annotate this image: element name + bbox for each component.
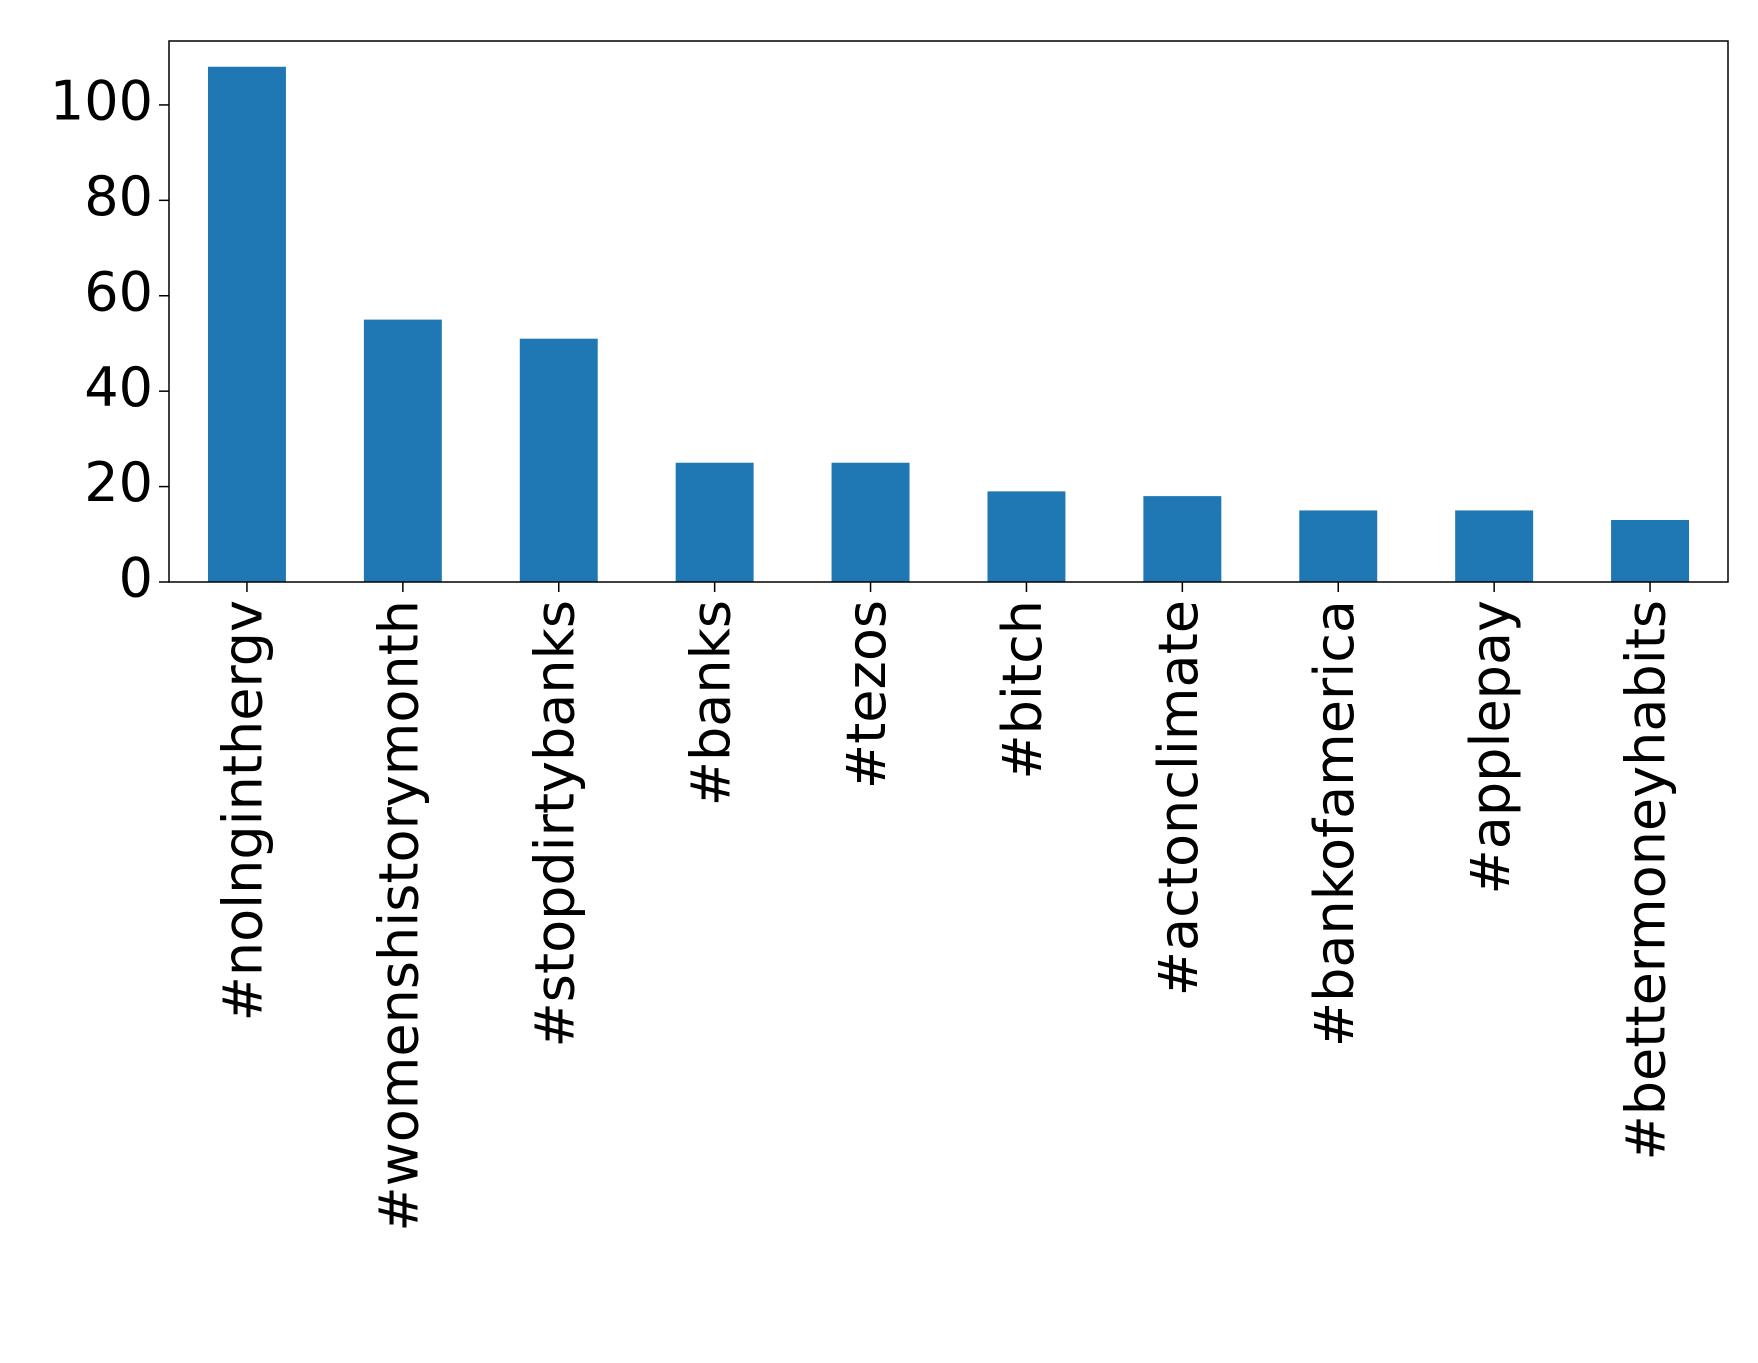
y-tick-label: 60 — [84, 260, 153, 323]
plot-frame — [168, 40, 1729, 583]
bar — [675, 462, 754, 582]
x-tick-label: #tezos — [835, 600, 898, 789]
y-tick-label: 0 — [119, 547, 153, 610]
bar — [207, 66, 286, 582]
bar — [519, 338, 598, 582]
y-tick-label: 100 — [50, 70, 153, 133]
bar — [1299, 510, 1378, 582]
y-tick-label: 20 — [84, 451, 153, 514]
bar — [363, 319, 442, 582]
bar — [1143, 496, 1222, 582]
x-tick-label: #stopdirtybanks — [523, 600, 586, 1047]
bar — [831, 462, 910, 582]
x-tick-label: #bitch — [991, 600, 1054, 780]
x-tick-label: #bankofamerica — [1303, 600, 1366, 1047]
x-tick-label: #banks — [679, 600, 742, 806]
bar — [1611, 519, 1690, 582]
x-tick-label: #womenshistorymonth — [367, 600, 430, 1232]
x-tick-label: #bettermoneyhabits — [1615, 600, 1678, 1161]
x-tick-label: #actonclimate — [1147, 600, 1210, 996]
y-tick-label: 40 — [84, 356, 153, 419]
x-tick-label: #nolnginthergv — [212, 600, 275, 1021]
bar — [1455, 510, 1534, 582]
x-tick-label: #applepay — [1459, 600, 1522, 894]
bar — [987, 491, 1066, 582]
y-tick-label: 80 — [84, 165, 153, 228]
